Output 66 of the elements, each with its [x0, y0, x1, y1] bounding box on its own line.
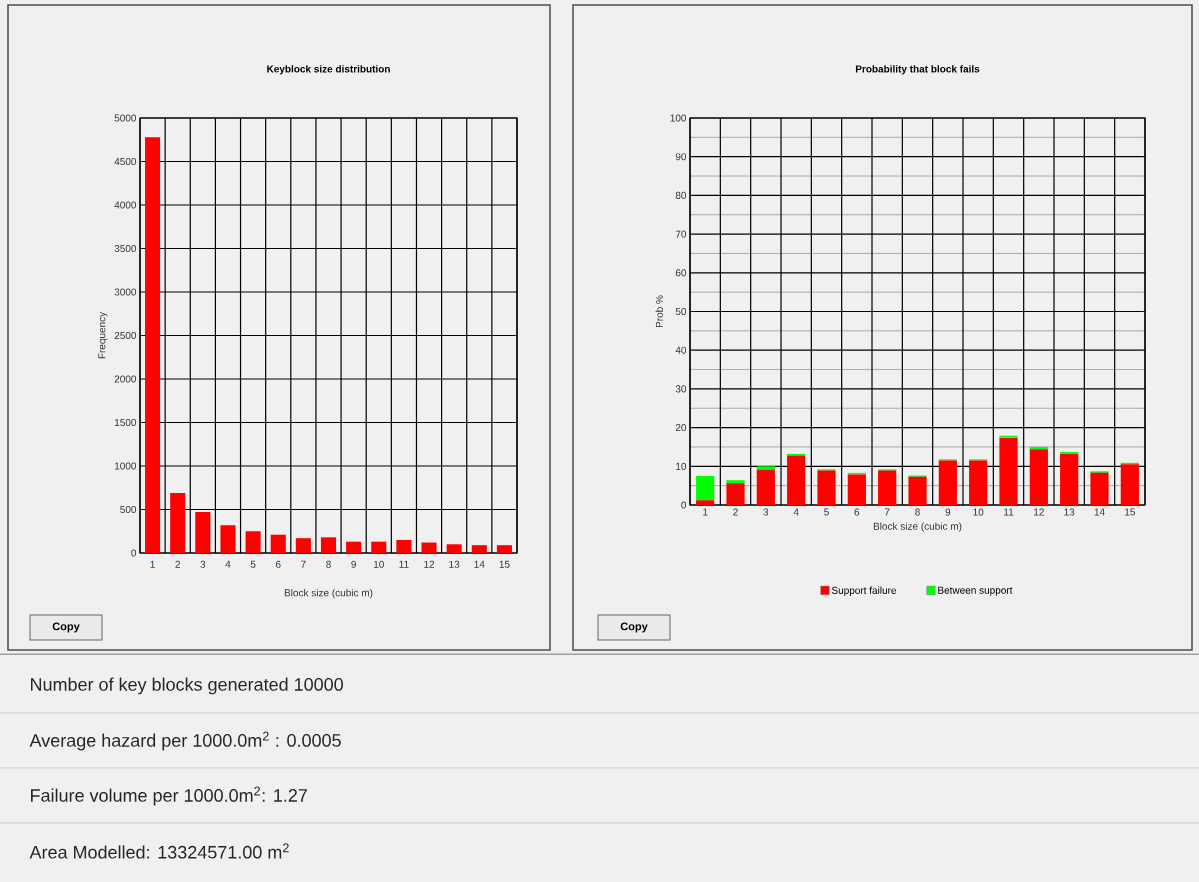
x-tick-label: 15	[1125, 508, 1135, 516]
x-tick-label: 9	[351, 560, 356, 568]
x-tick-label: 11	[1004, 508, 1014, 516]
x-axis-title: Block size (cubic m)	[284, 589, 373, 599]
x-tick-label: 5	[824, 508, 829, 516]
y-tick-label: 3000	[114, 288, 137, 296]
y-axis-title: Frequency	[98, 311, 108, 359]
x-tick-label: 4	[793, 508, 799, 516]
x-tick-label: 2	[733, 508, 738, 516]
chart-title: Probability that block fails	[855, 65, 980, 75]
x-tick-label: 10	[373, 560, 384, 568]
x-tick-label: 3	[763, 508, 769, 516]
x-axis-title: Block size (cubic m)	[873, 522, 962, 532]
x-tick-label: 4	[225, 560, 231, 568]
x-tick-label: 10	[973, 508, 984, 516]
x-tick-label: 13	[1064, 508, 1075, 516]
x-tick-label: 6	[854, 508, 860, 516]
x-tick-label: 6	[275, 560, 281, 568]
text: Failure volume per 1000.0m$^{2}$: 1.27	[31, 786, 307, 806]
y-tick-label: 30	[675, 385, 687, 393]
x-tick-label: 11	[399, 560, 409, 568]
x-tick-label: 14	[474, 560, 485, 568]
y-tick-label: 60	[675, 269, 687, 277]
y-tick-label: 2000	[114, 375, 137, 383]
y-tick-label: 80	[675, 191, 687, 199]
y-tick-label: 2500	[114, 331, 137, 340]
x-tick-label: 9	[945, 508, 951, 516]
legend-label: Between support	[938, 586, 1013, 596]
x-tick-label: 1	[703, 508, 708, 516]
x-tick-label: 15	[499, 560, 510, 568]
y-tick-label: 4500	[114, 157, 137, 166]
text: Average hazard per 1000.0m$^{2}$ : 0.0005	[29, 731, 341, 751]
y-tick-label: 0	[131, 549, 137, 557]
text: Area Modelled: 13324571.00 m$^{2}$	[29, 843, 289, 859]
text: Copy	[620, 622, 648, 633]
y-tick-label: 3500	[114, 244, 137, 253]
x-tick-label: 7	[884, 508, 890, 516]
y-tick-label: 40	[675, 346, 687, 354]
y-axis-title: Prob %	[655, 295, 663, 328]
x-tick-label: 5	[250, 560, 256, 568]
x-tick-label: 14	[1094, 508, 1105, 516]
text: Number of key blocks generated 10000	[31, 677, 343, 695]
text: Copy	[52, 622, 80, 633]
x-tick-label: 3	[200, 560, 206, 568]
x-tick-label: 7	[301, 560, 306, 568]
x-tick-label: 8	[326, 560, 331, 568]
y-tick-label: 20	[675, 424, 687, 432]
x-tick-label: 13	[449, 560, 460, 568]
y-tick-label: 1500	[115, 418, 137, 427]
x-tick-label: 2	[175, 560, 180, 568]
x-tick-label: 1	[150, 560, 155, 568]
x-tick-label: 12	[1034, 508, 1044, 516]
y-tick-label: 1000	[115, 462, 137, 470]
y-tick-label: 4000	[114, 201, 137, 209]
legend-label: Support failure	[831, 586, 897, 596]
y-tick-label: 90	[675, 153, 687, 161]
x-tick-label: 8	[915, 508, 920, 516]
y-tick-label: 10	[676, 462, 687, 470]
x-tick-label: 12	[424, 560, 435, 568]
chart-title: Keyblock size distribution	[267, 65, 390, 75]
y-tick-label: 500	[120, 505, 137, 514]
y-tick-label: 0	[681, 501, 687, 509]
y-tick-label: 5000	[114, 114, 137, 122]
y-tick-label: 100	[670, 114, 687, 122]
y-tick-label: 70	[675, 230, 687, 238]
y-tick-label: 50	[675, 307, 687, 316]
